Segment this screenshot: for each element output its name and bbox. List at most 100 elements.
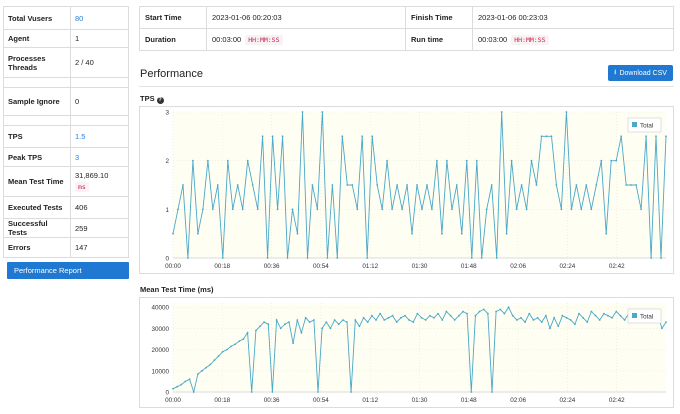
data-point [580,208,583,211]
data-point [550,135,553,138]
data-point [530,159,533,162]
data-point [565,111,568,113]
stats-value-text: 80 [75,13,84,23]
data-point [553,316,555,319]
data-point [619,314,622,317]
x-tick-label: 02:06 [510,397,526,404]
data-point [482,308,485,311]
stats-key: Processes Threads [3,47,71,78]
data-point [321,327,323,330]
data-point [337,323,340,326]
stats-value: 147 [70,237,129,258]
stats-value-text: 1.5 [75,132,86,141]
performance-title: Performance [140,68,203,80]
stats-table: Total Vusers 80 Agent 1 Processes Threads 2 /… [3,6,129,258]
x-tick-label: 02:42 [609,397,625,404]
stats-key [3,115,71,126]
data-point [304,316,307,319]
legend [627,117,662,133]
data-point [379,312,381,315]
stats-value-text: 3 [75,152,80,162]
data-point [361,135,364,138]
data-point [495,257,498,259]
unit-badge: ms [75,182,89,192]
stats-value[interactable]: 80 [70,6,129,30]
data-point [329,327,332,330]
stats-value-text: 147 [75,243,88,252]
x-tick-label: 01:48 [461,397,477,404]
data-point [503,312,506,315]
data-point [350,391,352,393]
data-point [217,355,220,357]
data-point [480,257,483,259]
data-point [266,257,269,259]
data-point [356,208,359,211]
data-point [226,159,229,162]
data-point [557,325,560,328]
data-point [623,319,626,321]
data-point [387,316,390,319]
data-point [250,391,253,393]
data-point [395,321,398,323]
data-point [590,208,593,211]
runtime-format-badge: HH:MM:SS [511,34,549,45]
data-point [351,184,354,186]
data-point [545,314,547,317]
data-point [586,321,589,323]
data-point [578,312,580,315]
data-point [535,184,538,186]
stats-row [3,77,129,88]
download-csv-label: Download CSV [619,69,667,77]
data-point [475,159,478,162]
runtime-cell: 00:03:00 HH:MM:SS [472,28,674,51]
data-point [487,312,489,315]
series-line-total [172,111,667,259]
data-point [460,232,463,235]
data-point [336,257,339,259]
data-point [429,314,431,317]
data-point [213,359,216,362]
data-point [416,312,419,315]
data-point [221,257,224,259]
data-point [188,378,191,381]
data-point [197,373,199,375]
stats-key [3,77,71,88]
data-point [478,310,481,313]
data-point [291,208,294,211]
data-point [234,343,236,346]
x-tick-label: 02:06 [510,263,526,270]
summary-table: Start Time 2023-01-06 00:20:03 Finish Ti… [139,6,674,51]
data-point [445,310,448,313]
data-point [474,314,477,317]
data-point [184,380,187,383]
download-csv-button[interactable]: ⭳ Download CSV [608,65,673,81]
data-point [386,159,388,162]
y-tick-label: 3 [165,110,169,117]
y-tick-label: 40000 [151,305,169,312]
data-point [205,366,207,369]
data-point [485,208,488,211]
tps-chart-title: TPS? [140,94,164,104]
data-point [242,338,245,340]
data-point [525,208,528,211]
data-point [431,208,433,211]
data-point [436,159,438,162]
help-icon[interactable]: ? [156,97,164,104]
duration-label: Duration [139,28,207,51]
data-point [650,257,652,259]
stats-row: TPS 1.5 [3,125,129,148]
data-point [470,257,473,259]
data-point [458,314,460,317]
stats-value[interactable]: 3 [70,147,129,167]
performance-report-button[interactable]: Performance Report [7,262,129,279]
data-point [400,316,402,319]
stats-key: Agent [3,29,71,48]
data-point [610,159,613,162]
stats-value [70,77,129,88]
data-point [491,391,493,393]
stats-value[interactable]: 1.5 [70,125,129,148]
data-point [226,348,228,351]
data-point [499,308,502,311]
data-point [555,184,558,186]
data-point [275,319,278,321]
